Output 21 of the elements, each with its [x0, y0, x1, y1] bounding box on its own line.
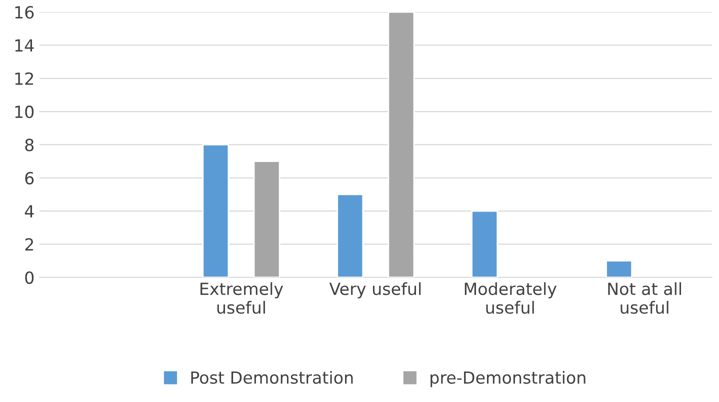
- bar: [606, 260, 633, 278]
- y-tick-label: 2: [25, 238, 34, 251]
- x-tick-label: Extremely useful: [200, 282, 284, 314]
- x-tick-label: Not at all useful: [608, 282, 682, 314]
- bar: [202, 144, 230, 278]
- legend-label: pre-Demonstration: [430, 370, 586, 388]
- x-tick-label: Very useful: [329, 282, 421, 298]
- legend-label: Post Demonstration: [191, 370, 353, 384]
- y-tick-label: 6: [25, 172, 34, 184]
- bar: [336, 194, 364, 278]
- x-tick-label: Moderately useful: [464, 282, 557, 314]
- y-tick-label: 8: [25, 138, 34, 152]
- bar: [253, 160, 280, 278]
- y-tick-label: 16: [15, 6, 34, 19]
- bar: [388, 12, 415, 278]
- y-tick-label: 14: [15, 39, 34, 52]
- bar: [471, 210, 498, 278]
- y-tick-label: 10: [15, 106, 34, 118]
- y-tick-label: 0: [25, 271, 34, 284]
- y-tick-label: 4: [24, 205, 34, 218]
- y-tick-label: 12: [15, 72, 34, 85]
